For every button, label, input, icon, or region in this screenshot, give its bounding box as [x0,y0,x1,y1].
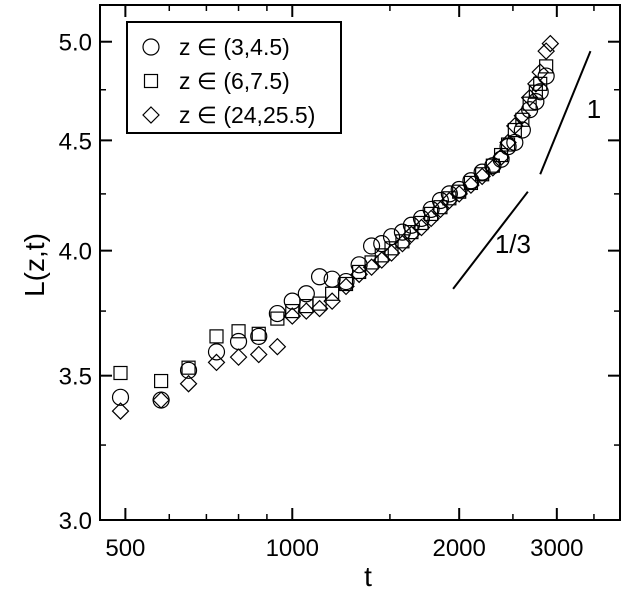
x-tick-label-3: 3000 [530,535,583,562]
slope-line-1 [452,191,529,290]
diamond-point-18 [412,218,431,237]
square-point-4 [231,324,246,339]
circle-point-17 [402,216,421,234]
circle-point-29 [513,121,531,139]
legend: z ∈ (3,4.5) z ∈ (6,7.5) z ∈ (24,25.5) [126,21,342,134]
slope-label-1: 1/3 [495,229,531,259]
circle-point-19 [422,200,440,219]
diamond-point-15 [382,244,401,262]
diamond-point-12 [350,265,368,284]
diamond-point-22 [450,185,469,203]
x-tick-label-0: 500 [105,535,145,562]
y-tick-label-0: 3.0 [59,508,92,535]
circle-point-21 [440,185,458,203]
legend-label-0: z ∈ (3,4.5) [179,34,290,60]
circle-point-10 [323,270,341,288]
circle-point-3 [207,343,226,361]
square-point-12 [352,264,367,280]
circle-point-4 [229,332,248,351]
diamond-point-33 [537,42,556,60]
circle-point-2 [179,361,198,379]
y-axis-label: L(z,t) [19,233,50,297]
diamond-point-7 [283,307,302,325]
slope-line-0 [539,50,592,175]
x-axis-label: t [364,561,372,591]
circle-point-18 [412,209,431,228]
diamond-point-24 [473,167,491,186]
diamond-point-31 [527,75,545,93]
square-point-6 [270,311,285,326]
square-point-18 [414,215,429,231]
circle-point-0 [111,388,130,406]
circle-point-8 [297,285,315,303]
diamond-point-17 [402,225,421,244]
square-point-7 [285,303,300,319]
circle-point-11 [337,272,355,291]
legend-label-2: z ∈ (24,25.5) [179,102,315,128]
x-tick-label-2: 2000 [432,535,485,562]
x-tick-label-1: 1000 [266,535,319,562]
diamond-point-30 [520,88,539,107]
diamond-point-0 [111,402,130,420]
legend-circle-marker [142,38,160,56]
diamond-point-3 [207,353,226,372]
points-layer [111,34,560,420]
diamond-point-11 [337,277,355,296]
annotations-layer: 1 1/3 [452,50,601,290]
diamond-point-34 [541,34,560,53]
circle-point-9 [310,268,329,286]
slope-label-0: 1 [587,94,601,124]
square-point-28 [507,122,522,138]
diamond-point-1 [152,391,170,409]
square-point-3 [209,329,224,344]
diamond-point-2 [179,374,198,393]
square-point-1 [154,373,169,389]
square-point-31 [528,84,543,99]
legend-diamond-marker [142,106,160,124]
circle-point-20 [431,191,450,210]
circle-point-5 [250,327,268,345]
legend-square-marker [143,73,159,89]
circle-point-6 [268,304,286,323]
y-tick-label-3: 4.5 [59,128,92,155]
y-tick-label-1: 3.5 [59,364,92,391]
diamond-point-5 [249,345,268,364]
circle-point-1 [152,391,170,409]
diamond-point-10 [323,292,341,310]
diamond-point-13 [362,258,381,277]
legend-label-1: z ∈ (6,7.5) [179,68,290,94]
diamond-point-23 [462,176,480,194]
diamond-point-29 [513,106,532,125]
diamond-point-20 [431,200,450,219]
circle-point-12 [350,256,368,274]
circle-point-13 [362,237,381,255]
y-tick-label-2: 4.0 [59,239,92,266]
diamond-point-19 [422,209,440,228]
diamond-point-4 [229,348,248,366]
circle-point-16 [393,223,412,241]
ticks-layer: 500 1000 2000 3000 3.0 3.5 4.0 4.5 5.0 [59,5,620,562]
diamond-point-28 [505,117,524,135]
circle-point-7 [283,292,301,310]
square-point-32 [533,76,548,91]
diamond-point-26 [492,148,510,167]
square-point-0 [113,365,128,381]
plot-frame [99,4,621,521]
square-point-10 [325,286,340,301]
diamond-point-25 [483,158,502,177]
diamond-point-9 [310,299,329,318]
diamond-point-8 [297,302,316,320]
square-point-9 [312,296,327,311]
diamond-point-16 [393,234,412,253]
square-point-5 [251,326,266,341]
square-point-11 [338,276,354,292]
series-diamond [111,34,560,420]
square-point-2 [181,360,196,375]
legend-box [126,21,342,134]
diamond-point-27 [499,133,517,152]
diamond-point-6 [268,337,287,356]
diamond-point-32 [531,63,550,82]
y-tick-label-4: 5.0 [59,30,92,57]
